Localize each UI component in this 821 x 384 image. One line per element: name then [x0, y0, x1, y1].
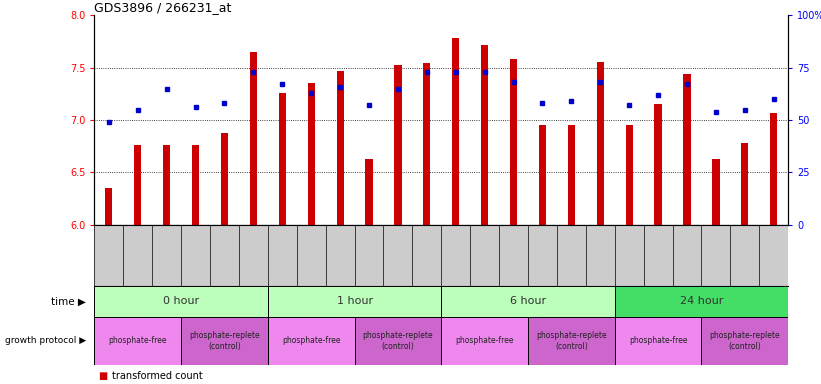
FancyBboxPatch shape [615, 286, 788, 317]
Text: phosphate-replete
(control): phosphate-replete (control) [709, 331, 780, 351]
FancyBboxPatch shape [701, 317, 788, 365]
Bar [278, 93, 286, 225]
Bar [626, 125, 633, 225]
FancyBboxPatch shape [615, 317, 701, 365]
Text: phosphate-replete
(control): phosphate-replete (control) [363, 331, 433, 351]
Bar [539, 125, 546, 225]
Bar [452, 38, 460, 225]
Bar [510, 59, 517, 225]
Bar [250, 52, 257, 225]
FancyBboxPatch shape [442, 317, 528, 365]
Bar [337, 71, 344, 225]
Text: 24 hour: 24 hour [680, 296, 723, 306]
Text: 1 hour: 1 hour [337, 296, 373, 306]
Bar [163, 145, 170, 225]
Text: time ▶: time ▶ [52, 296, 86, 306]
FancyBboxPatch shape [268, 317, 355, 365]
Text: phosphate-replete
(control): phosphate-replete (control) [189, 331, 259, 351]
Bar [221, 132, 228, 225]
FancyBboxPatch shape [442, 286, 615, 317]
Text: 6 hour: 6 hour [510, 296, 546, 306]
FancyBboxPatch shape [94, 317, 181, 365]
FancyBboxPatch shape [268, 286, 442, 317]
Bar [770, 113, 777, 225]
Bar [105, 188, 112, 225]
FancyBboxPatch shape [528, 317, 615, 365]
Text: growth protocol ▶: growth protocol ▶ [5, 336, 86, 345]
Bar [134, 145, 141, 225]
FancyBboxPatch shape [355, 317, 442, 365]
Bar [654, 104, 662, 225]
Bar [192, 145, 200, 225]
Bar [568, 125, 575, 225]
Bar [365, 159, 373, 225]
Bar [741, 143, 749, 225]
Bar [481, 45, 488, 225]
Text: 0 hour: 0 hour [163, 296, 200, 306]
Bar [423, 63, 430, 225]
FancyBboxPatch shape [181, 317, 268, 365]
Text: phosphate-free: phosphate-free [629, 336, 687, 345]
Bar [713, 159, 719, 225]
Bar [683, 74, 690, 225]
FancyBboxPatch shape [94, 286, 268, 317]
Text: ■: ■ [99, 371, 108, 381]
Text: phosphate-free: phosphate-free [456, 336, 514, 345]
Bar [597, 63, 604, 225]
Text: phosphate-free: phosphate-free [282, 336, 341, 345]
Bar [308, 83, 314, 225]
Text: phosphate-free: phosphate-free [108, 336, 167, 345]
Bar [394, 65, 401, 225]
Text: transformed count: transformed count [112, 371, 204, 381]
Text: GDS3896 / 266231_at: GDS3896 / 266231_at [94, 1, 232, 14]
Text: phosphate-replete
(control): phosphate-replete (control) [536, 331, 607, 351]
